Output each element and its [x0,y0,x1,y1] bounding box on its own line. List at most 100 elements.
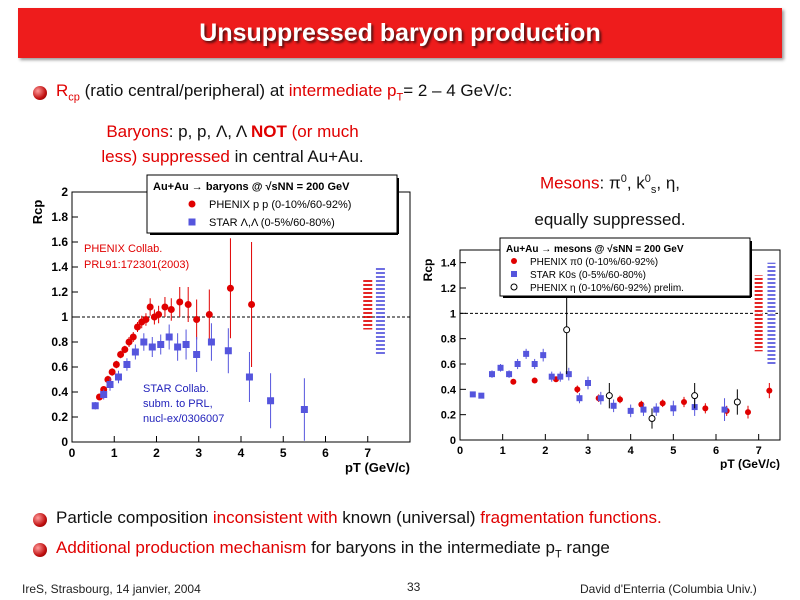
data-point [174,343,182,351]
data-point [207,338,215,346]
data-point [627,407,634,414]
data-point [142,316,150,323]
y-tick-label: 0.8 [441,334,456,346]
data-point [129,333,137,341]
footer-venue: IreS, Strasbourg, 14 janvier, 2004 [22,582,201,596]
x-tick-label: 2 [153,446,160,460]
data-point [155,311,163,318]
composition-statement: Particle composition inconsistent with k… [56,508,662,527]
y-tick-label: 0.8 [51,335,68,349]
data-point [224,347,232,355]
data-point [514,361,521,367]
legend-title: Au+Au → baryons @ √sNN = 200 GeV [153,181,350,193]
x-tick-label: 4 [628,445,635,457]
baryons-statement: Baryons: p, p, Λ, Λ NOT (or much less) s… [101,122,364,166]
legend-marker [188,218,196,226]
data-point [226,284,234,292]
data-point [193,351,201,358]
legend-entry: PHENIX π0 (0-10%/60-92%) [530,257,658,268]
title-bar: Unsuppressed baryon production [18,8,782,58]
legend-marker [511,271,517,277]
x-tick-label: 6 [322,446,329,460]
data-point [165,333,173,341]
data-point [510,378,517,385]
data-point [497,364,504,371]
annotation: STAR Collab. [143,383,209,395]
data-point [531,377,538,384]
baryon-rcp-chart: 0 1 2 3 4 5 6 7 0 0.2 0.4 0.6 0.8 1 1.2 1.4 1.6 1.8 2 pT (G… [30,174,411,475]
data-point [506,371,513,378]
slide-title: Unsuppressed baryon production [199,18,601,47]
legend-entry: PHENIX η (0-10%/60-92%) prelim. [530,283,684,294]
x-tick-label: 0 [457,445,463,457]
meson-rcp-chart: 0 1 2 3 4 5 6 7 0 0.2 0.4 0.6 0.8 1 1.2 1.4 pT (GeV/c) Rc… [421,237,781,470]
data-point [610,402,617,409]
y-tick-label: 0.2 [441,410,456,422]
x-tick-label: 1 [111,446,118,460]
data-point [161,303,169,311]
data-point [112,361,120,368]
data-point [146,303,154,311]
x-tick-label: 4 [238,446,245,460]
data-point [148,343,156,351]
y-tick-label: 0 [61,435,68,449]
legend-marker [188,200,196,208]
data-point [469,391,476,398]
data-point [108,368,116,376]
bullet-icon [33,513,47,527]
x-tick-label: 6 [713,445,719,457]
data-point [167,306,175,313]
bullet-icon [33,543,47,557]
data-point [605,392,613,400]
annotation: PRL91:172301(2003) [84,259,189,271]
data-point [478,392,485,399]
y-tick-label: 0.2 [51,410,68,424]
y-tick-label: 0.4 [441,384,457,396]
annotation: PHENIX Collab. [84,243,162,255]
data-point [648,414,656,422]
data-point [691,392,699,400]
y-axis-label: Rcp [30,200,45,225]
data-point [640,406,647,413]
data-point [184,301,192,308]
systematic-band [363,279,373,330]
data-point [531,361,538,367]
data-point [114,373,122,381]
data-point [176,298,184,306]
y-tick-label: 0.6 [51,360,68,374]
legend-title: Au+Au → mesons @ √sNN = 200 GeV [506,244,684,255]
mechanism-statement: Additional production mechanism for bary… [56,538,610,561]
data-point [182,341,190,348]
data-point [576,395,583,402]
data-point [140,338,148,346]
data-point [721,406,728,413]
data-point [248,301,256,308]
y-tick-label: 1 [61,310,68,324]
data-point [267,397,275,405]
data-point [193,316,201,323]
data-point [702,405,709,412]
systematic-band [767,262,776,364]
data-point [681,399,687,405]
footer-author: David d'Enterria (Columbia Univ.) [580,582,757,596]
annotation: subm. to PRL, [143,398,213,410]
mesons-statement: Mesons: π0, k0s, η, equally suppressed. [534,173,686,230]
data-point [489,371,495,378]
y-tick-label: 2 [61,185,68,199]
systematic-band [754,275,763,352]
data-point [585,380,591,386]
data-point [653,406,660,413]
x-tick-label: 5 [280,446,287,460]
x-tick-label: 7 [364,446,371,460]
y-tick-label: 0.4 [51,385,68,399]
data-point [91,402,99,410]
y-tick-label: 1 [450,308,456,320]
x-tick-label: 5 [670,445,676,457]
x-axis-label: pT (GeV/c) [345,460,410,475]
y-tick-label: 1.2 [441,283,456,295]
data-point [745,409,751,416]
page-number: 33 [407,580,421,594]
data-point [100,391,108,398]
y-tick-label: 1.4 [51,260,68,274]
data-point [523,350,530,357]
